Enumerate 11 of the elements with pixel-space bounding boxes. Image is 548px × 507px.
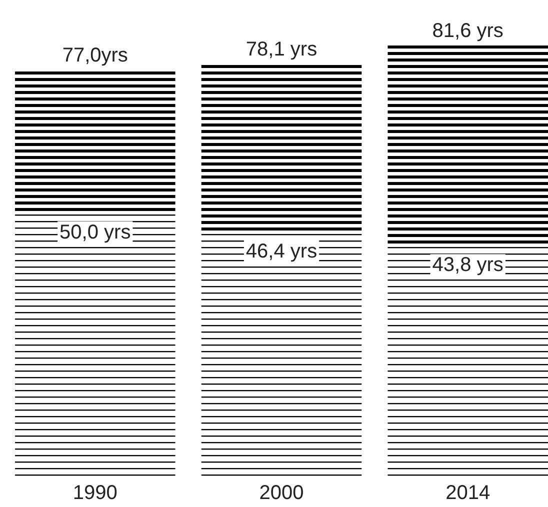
total-label: 81,6 yrs (432, 20, 504, 42)
data-label: 43,8 yrs (432, 254, 504, 276)
total-label: 78,1 yrs (246, 38, 318, 61)
bar (388, 45, 548, 246)
x-tick-label: 2000 (259, 482, 304, 504)
data-label: 50,0 yrs (60, 221, 131, 244)
data-label: 46,4 yrs (246, 240, 318, 262)
bar (388, 245, 548, 477)
total-label: 77,0yrs (62, 44, 128, 66)
x-tick-label: 1990 (72, 482, 118, 504)
x-tick-label: 2014 (446, 482, 490, 504)
